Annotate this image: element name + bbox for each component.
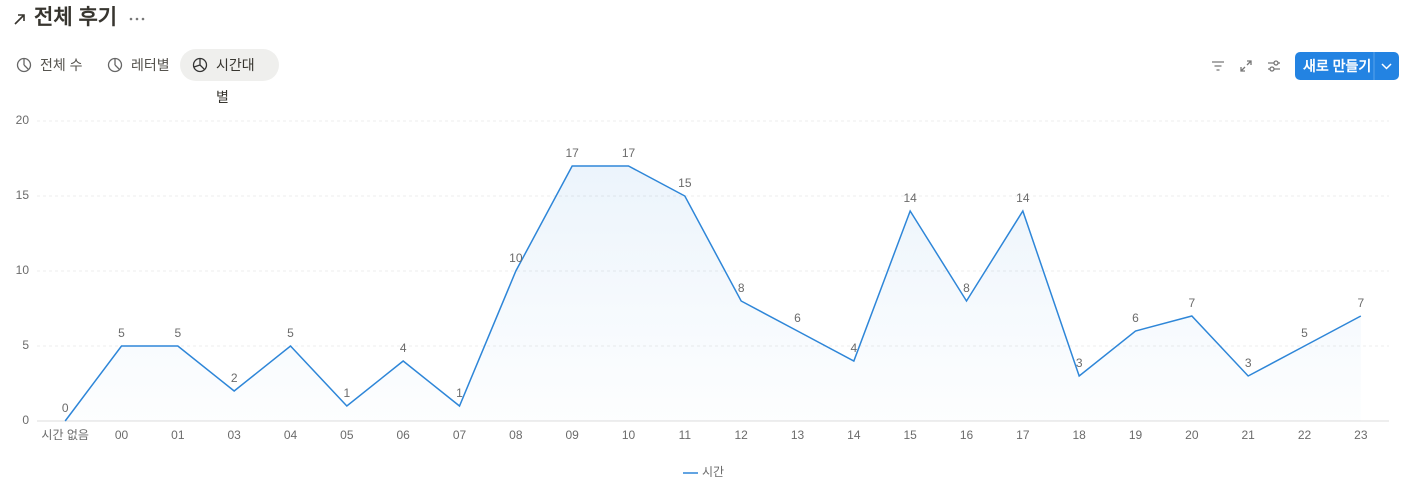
x-tick-label: 09 xyxy=(565,428,579,442)
data-label: 2 xyxy=(231,371,238,385)
x-tick-label: 03 xyxy=(227,428,241,442)
data-label: 15 xyxy=(678,176,692,190)
x-tick-label: 20 xyxy=(1185,428,1199,442)
legend-label: 시간 xyxy=(702,465,724,479)
data-label: 6 xyxy=(1132,311,1139,325)
data-label: 4 xyxy=(850,341,857,355)
x-tick-label: 16 xyxy=(960,428,974,442)
x-tick-label: 04 xyxy=(284,428,298,442)
x-tick-label: 22 xyxy=(1298,428,1312,442)
x-tick-label: 00 xyxy=(115,428,129,442)
data-label: 7 xyxy=(1357,296,1364,310)
data-label: 5 xyxy=(287,326,294,340)
data-label: 1 xyxy=(456,386,463,400)
tab[interactable]: 전체 수 xyxy=(4,49,95,81)
y-tick-label: 20 xyxy=(16,113,30,127)
new-button[interactable]: 새로 만들기 xyxy=(1295,52,1399,80)
area xyxy=(65,166,1361,421)
x-tick-label: 14 xyxy=(847,428,861,442)
x-tick-label: 10 xyxy=(622,428,636,442)
data-label: 14 xyxy=(903,191,917,205)
more-icon[interactable] xyxy=(128,14,146,24)
data-label: 5 xyxy=(1301,326,1308,340)
page-title: 전체 후기 xyxy=(34,6,118,29)
x-tick-label: 19 xyxy=(1129,428,1143,442)
data-label: 14 xyxy=(1016,191,1030,205)
x-tick-label: 12 xyxy=(734,428,748,442)
link-arrow-icon[interactable] xyxy=(12,11,28,27)
x-tick-label: 07 xyxy=(453,428,467,442)
data-label: 4 xyxy=(400,341,407,355)
data-label: 10 xyxy=(509,251,523,265)
x-tick-label: 17 xyxy=(1016,428,1030,442)
x-tick-label: 06 xyxy=(396,428,410,442)
tab[interactable]: 레터별 xyxy=(95,49,182,81)
tab-label: 시간대별 xyxy=(216,57,255,105)
tab-selected[interactable]: 시간대별 xyxy=(180,49,279,105)
data-label: 0 xyxy=(62,401,69,415)
data-label: 17 xyxy=(622,146,636,160)
data-label: 5 xyxy=(118,326,125,340)
x-tick-label: 시간 없음 xyxy=(41,428,89,442)
filter-icon[interactable] xyxy=(1211,59,1225,73)
y-tick-label: 5 xyxy=(22,338,29,352)
button-label: 새로 만들기 xyxy=(1303,58,1372,74)
x-tick-label: 05 xyxy=(340,428,354,442)
data-label: 3 xyxy=(1245,356,1252,370)
x-tick-label: 18 xyxy=(1072,428,1086,442)
x-tick-label: 15 xyxy=(903,428,917,442)
x-tick-label: 21 xyxy=(1241,428,1255,442)
x-tick-label: 13 xyxy=(791,428,805,442)
data-label: 6 xyxy=(794,311,801,325)
y-tick-label: 10 xyxy=(16,263,30,277)
x-tick-label: 11 xyxy=(679,428,692,442)
data-label: 8 xyxy=(738,281,745,295)
data-label: 1 xyxy=(343,386,350,400)
y-tick-label: 0 xyxy=(22,413,29,427)
data-label: 5 xyxy=(174,326,181,340)
x-tick-label: 23 xyxy=(1354,428,1368,442)
x-tick-label: 08 xyxy=(509,428,523,442)
data-label: 3 xyxy=(1076,356,1083,370)
settings-icon[interactable] xyxy=(1267,59,1281,73)
expand-icon[interactable] xyxy=(1239,59,1253,73)
tab-label: 전체 수 xyxy=(40,57,83,73)
y-tick-label: 15 xyxy=(16,188,30,202)
x-tick-label: 01 xyxy=(171,428,185,442)
data-label: 8 xyxy=(963,281,970,295)
data-label: 17 xyxy=(565,146,579,160)
line xyxy=(64,165,1362,422)
tab-label: 레터별 xyxy=(131,57,170,73)
data-label: 7 xyxy=(1188,296,1195,310)
